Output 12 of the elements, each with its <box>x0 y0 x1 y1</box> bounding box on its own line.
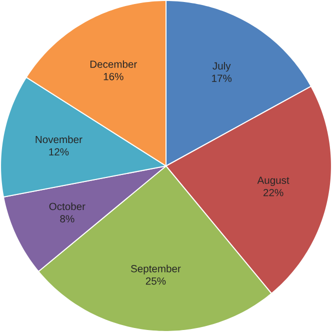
data-label: 16% <box>104 72 124 80</box>
data-label: 22% <box>264 188 284 196</box>
data-label: 17% <box>212 74 232 82</box>
data-label: 8% <box>60 215 74 222</box>
data-label: 12% <box>49 148 69 156</box>
slice-label: November <box>36 136 82 144</box>
data-label: 25% <box>146 277 166 285</box>
slice-label: August <box>257 176 290 186</box>
slice-label: September <box>130 264 181 274</box>
slice-label: December <box>90 60 137 68</box>
slice-label: July <box>212 62 231 72</box>
slice-label: October <box>49 202 86 210</box>
